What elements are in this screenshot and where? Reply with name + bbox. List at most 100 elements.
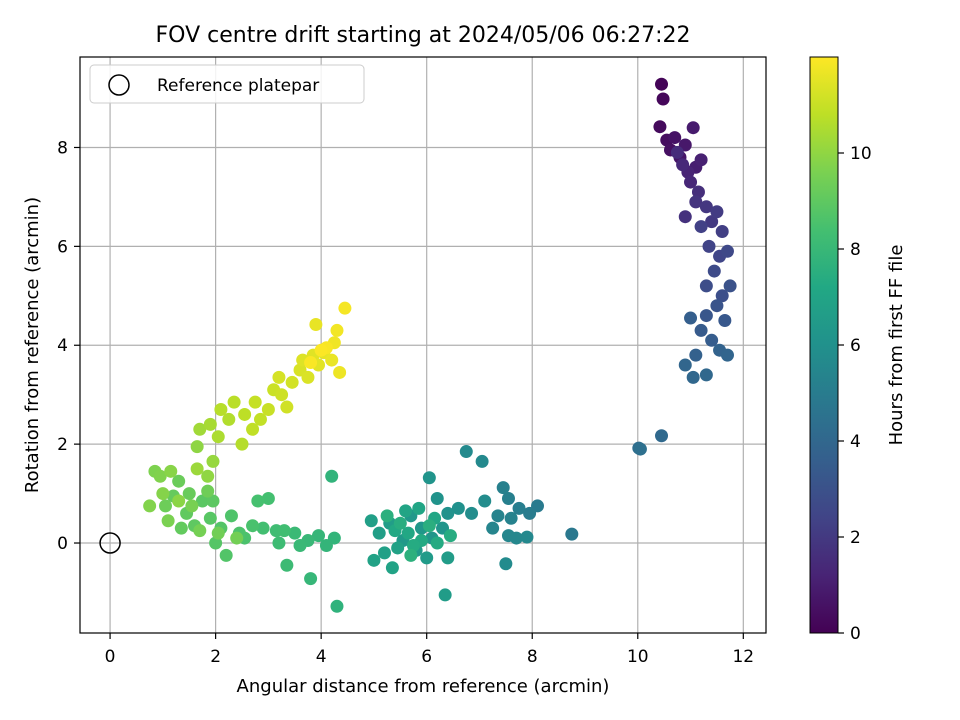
- data-point: [486, 521, 500, 535]
- data-point: [710, 205, 724, 219]
- data-point: [441, 551, 455, 565]
- data-point: [222, 412, 236, 426]
- data-point: [668, 131, 682, 145]
- data-point: [512, 501, 526, 515]
- data-point: [364, 514, 378, 528]
- data-point: [261, 403, 275, 417]
- data-point: [230, 531, 244, 545]
- data-point: [256, 521, 270, 535]
- data-point: [451, 501, 465, 515]
- data-point: [520, 530, 534, 544]
- data-point: [404, 548, 418, 562]
- data-point: [689, 195, 703, 209]
- data-point: [633, 442, 647, 456]
- data-point: [422, 471, 436, 485]
- data-point: [718, 314, 732, 328]
- data-point: [272, 536, 286, 550]
- data-point: [261, 492, 275, 506]
- data-point: [715, 225, 729, 239]
- data-point: [201, 484, 215, 498]
- data-point: [195, 494, 209, 508]
- x-tick-label: 6: [421, 647, 432, 667]
- data-point: [174, 521, 188, 535]
- data-point: [275, 388, 289, 402]
- data-point: [172, 474, 186, 488]
- data-point: [694, 323, 708, 337]
- data-point: [209, 536, 223, 550]
- data-point: [288, 526, 302, 540]
- data-point: [285, 375, 299, 389]
- data-point: [193, 422, 207, 436]
- data-point: [407, 538, 421, 552]
- legend-box: [89, 64, 365, 104]
- data-point: [441, 506, 455, 520]
- data-point: [720, 244, 734, 258]
- data-point: [391, 541, 405, 555]
- data-point: [694, 220, 708, 234]
- data-point: [565, 527, 579, 541]
- data-point: [246, 519, 260, 533]
- data-point: [509, 531, 523, 545]
- data-point: [272, 370, 286, 384]
- colorbar-tick-label: 4: [850, 432, 861, 452]
- chart-title: FOV centre drift starting at 2024/05/06 …: [156, 23, 691, 48]
- data-point: [211, 430, 225, 444]
- data-point: [420, 551, 434, 565]
- data-point: [459, 445, 473, 459]
- data-point: [156, 487, 170, 501]
- data-point: [214, 403, 228, 417]
- data-point: [707, 264, 721, 278]
- data-point: [393, 516, 407, 530]
- y-tick-label: 0: [57, 534, 68, 554]
- data-point: [699, 309, 713, 323]
- data-point: [655, 77, 669, 91]
- data-point: [253, 412, 267, 426]
- x-tick-label: 10: [627, 647, 649, 667]
- data-point: [314, 343, 328, 357]
- colorbar-tick-label: 10: [850, 144, 872, 164]
- data-point: [491, 509, 505, 523]
- data-point: [304, 356, 318, 370]
- colorbar-tick-label: 6: [850, 336, 861, 356]
- data-point: [193, 524, 207, 538]
- reference-platepar-marker: [99, 532, 121, 554]
- legend: Reference platepar: [89, 64, 365, 104]
- x-axis-label: Angular distance from reference (arcmin): [237, 676, 610, 697]
- data-point: [702, 239, 716, 253]
- data-point: [164, 464, 178, 478]
- legend-label: Reference platepar: [157, 76, 319, 96]
- data-point: [325, 469, 339, 483]
- data-point: [430, 536, 444, 550]
- data-point: [412, 501, 426, 515]
- colorbar: [809, 56, 839, 634]
- data-point: [227, 395, 241, 409]
- data-point: [465, 506, 479, 520]
- data-point: [699, 368, 713, 382]
- data-point: [653, 120, 667, 134]
- data-point: [705, 333, 719, 347]
- data-point: [699, 200, 713, 214]
- data-point: [694, 153, 708, 167]
- data-point: [224, 509, 238, 523]
- data-point: [676, 158, 690, 172]
- data-point: [499, 557, 513, 571]
- data-point: [715, 289, 729, 303]
- data-point: [309, 317, 323, 331]
- data-point: [182, 487, 196, 501]
- data-point: [280, 400, 294, 414]
- data-point: [330, 323, 344, 337]
- data-point: [338, 301, 352, 315]
- data-point: [246, 422, 260, 436]
- data-point: [158, 499, 172, 513]
- data-point: [277, 524, 291, 538]
- y-tick-label: 8: [57, 138, 68, 158]
- data-point: [670, 145, 684, 159]
- data-point: [678, 210, 692, 224]
- data-point: [478, 494, 492, 508]
- data-point: [380, 509, 394, 523]
- data-point: [686, 370, 700, 384]
- data-point: [684, 311, 698, 325]
- data-point: [312, 529, 326, 543]
- data-point: [172, 494, 186, 508]
- x-axis-ticks: 0 2 4 6 8 10 12: [105, 633, 754, 667]
